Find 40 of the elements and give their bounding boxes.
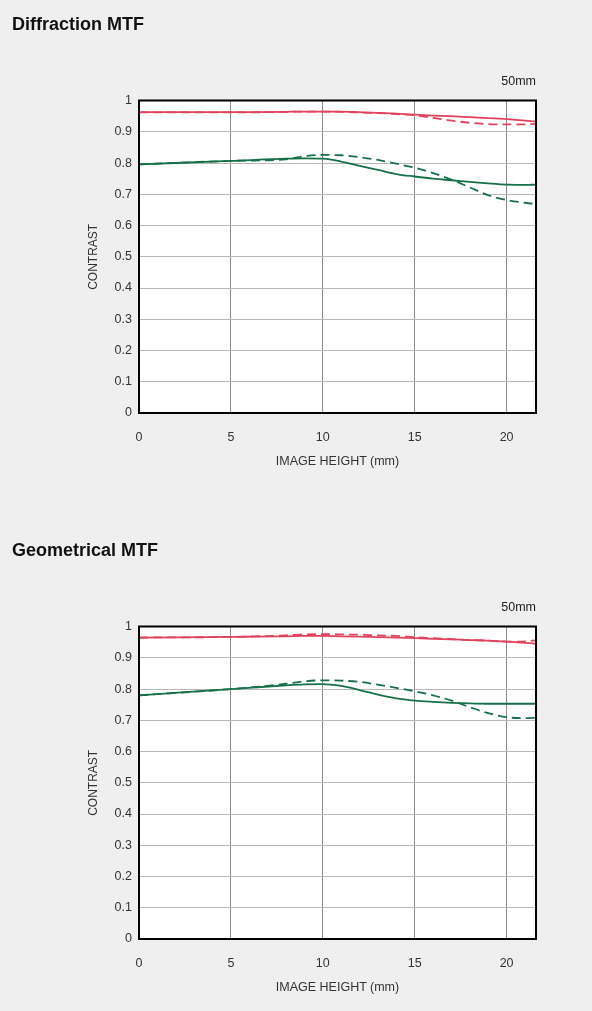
y-tick-label: 0.2	[114, 868, 133, 883]
chart-subtitle: 50mm	[501, 599, 536, 614]
chart-title: Diffraction MTF	[12, 13, 144, 34]
y-tick-label: 0.1	[114, 900, 133, 915]
y-tick-label: 0.4	[114, 280, 133, 295]
y-tick-label: 0.6	[114, 744, 133, 759]
x-tick-label: 15	[407, 429, 422, 444]
y-tick-label: 0.9	[114, 650, 133, 665]
x-tick-label: 20	[499, 955, 514, 970]
y-axis-title: CONTRAST	[85, 749, 100, 816]
y-tick-label: 1	[125, 93, 133, 108]
chart-subtitle: 50mm	[501, 73, 536, 88]
y-tick-label: 0.2	[114, 342, 133, 357]
y-tick-label: 0.8	[114, 681, 133, 696]
x-tick-label: 20	[499, 429, 514, 444]
y-tick-label: 0.8	[114, 155, 133, 170]
y-tick-label: 0.5	[114, 249, 133, 264]
x-tick-label: 0	[135, 429, 143, 444]
y-tick-label: 0	[125, 931, 133, 946]
y-tick-label: 0	[125, 405, 133, 420]
y-tick-label: 0.1	[114, 374, 133, 389]
y-tick-label: 0.3	[114, 311, 133, 326]
y-tick-label: 0.6	[114, 218, 133, 233]
x-axis-title: IMAGE HEIGHT (mm)	[275, 453, 400, 468]
y-tick-label: 0.3	[114, 837, 133, 852]
y-tick-label: 0.4	[114, 806, 133, 821]
y-tick-label: 0.5	[114, 775, 133, 790]
x-tick-label: 5	[227, 429, 235, 444]
y-axis-title: CONTRAST	[85, 223, 100, 290]
x-tick-label: 5	[227, 955, 235, 970]
y-tick-label: 0.9	[114, 124, 133, 139]
chart-title: Geometrical MTF	[12, 539, 159, 560]
x-tick-label: 10	[315, 429, 330, 444]
y-tick-label: 0.7	[114, 186, 133, 201]
x-tick-label: 10	[315, 955, 330, 970]
x-axis-title: IMAGE HEIGHT (mm)	[275, 979, 400, 994]
y-tick-label: 1	[125, 619, 133, 634]
y-tick-label: 0.7	[114, 712, 133, 727]
x-tick-label: 15	[407, 955, 422, 970]
x-tick-label: 0	[135, 955, 143, 970]
